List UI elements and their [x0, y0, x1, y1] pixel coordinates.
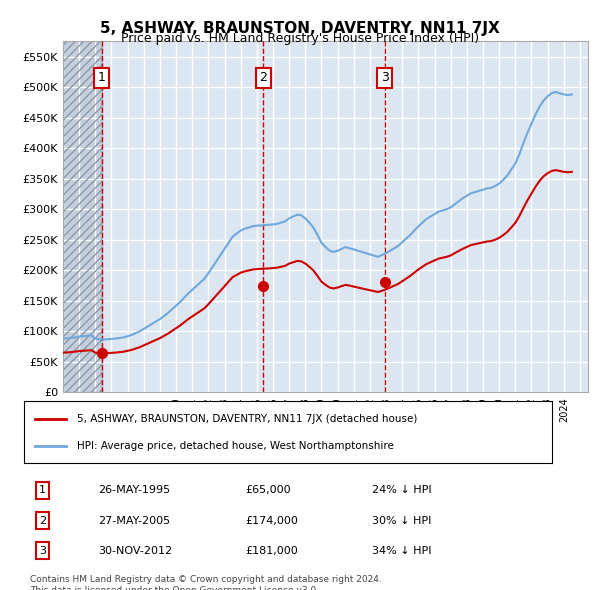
Bar [63, 41, 102, 392]
Text: £65,000: £65,000 [246, 486, 292, 496]
Text: 30% ↓ HPI: 30% ↓ HPI [373, 516, 432, 526]
Text: Price paid vs. HM Land Registry's House Price Index (HPI): Price paid vs. HM Land Registry's House … [121, 32, 479, 45]
Text: 30-NOV-2012: 30-NOV-2012 [98, 546, 172, 556]
Bar [63, 41, 102, 392]
Text: 26-MAY-1995: 26-MAY-1995 [98, 486, 170, 496]
Text: 24% ↓ HPI: 24% ↓ HPI [373, 486, 432, 496]
Text: 5, ASHWAY, BRAUNSTON, DAVENTRY, NN11 7JX: 5, ASHWAY, BRAUNSTON, DAVENTRY, NN11 7JX [100, 21, 500, 35]
Text: 3: 3 [381, 71, 389, 84]
Text: 2: 2 [39, 516, 46, 526]
Text: 27-MAY-2005: 27-MAY-2005 [98, 516, 170, 526]
Text: HPI: Average price, detached house, West Northamptonshire: HPI: Average price, detached house, West… [77, 441, 394, 451]
Text: 2: 2 [259, 71, 267, 84]
Text: Contains HM Land Registry data © Crown copyright and database right 2024.
This d: Contains HM Land Registry data © Crown c… [30, 575, 382, 590]
Text: 1: 1 [39, 486, 46, 496]
Text: 1: 1 [98, 71, 106, 84]
Text: £174,000: £174,000 [246, 516, 299, 526]
Text: 5, ASHWAY, BRAUNSTON, DAVENTRY, NN11 7JX (detached house): 5, ASHWAY, BRAUNSTON, DAVENTRY, NN11 7JX… [77, 414, 417, 424]
Text: 34% ↓ HPI: 34% ↓ HPI [373, 546, 432, 556]
Text: £181,000: £181,000 [246, 546, 299, 556]
Text: 3: 3 [39, 546, 46, 556]
